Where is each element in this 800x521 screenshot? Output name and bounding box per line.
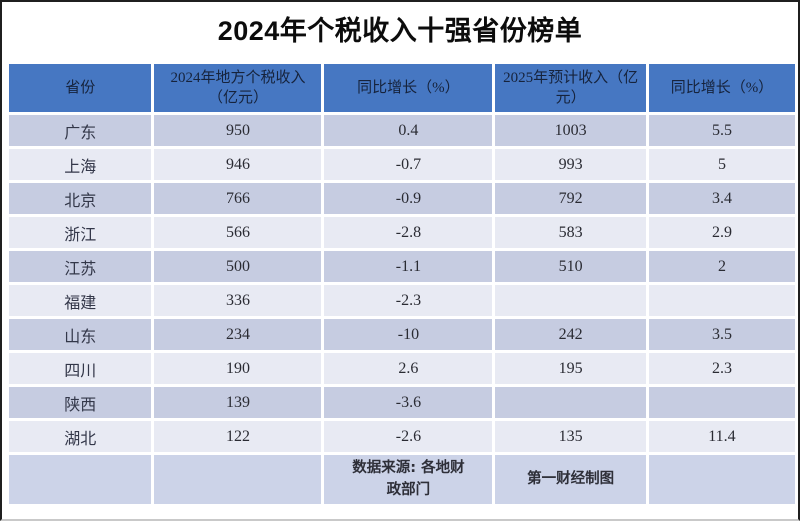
value-cell: 946 — [154, 149, 322, 180]
value-cell — [495, 285, 646, 316]
column-header: 2024年地方个税收入（亿元） — [154, 64, 322, 112]
value-cell: -2.3 — [324, 285, 493, 316]
province-cell: 江苏 — [9, 251, 152, 282]
value-cell: 195 — [495, 353, 646, 384]
credit-cell: 第一财经制图 — [495, 455, 646, 504]
value-cell: -2.6 — [324, 421, 493, 452]
table-foot: 数据来源: 各地财政部门 第一财经制图 — [9, 455, 795, 504]
value-cell: 792 — [495, 183, 646, 214]
province-cell: 湖北 — [9, 421, 152, 452]
source-note-cell: 数据来源: 各地财政部门 — [324, 455, 493, 504]
table-row: 广东 950 0.4 1003 5.5 — [9, 115, 795, 146]
value-cell: 139 — [154, 387, 322, 418]
value-cell: 122 — [154, 421, 322, 452]
empty-cell — [648, 455, 795, 504]
value-cell: 3.4 — [648, 183, 795, 214]
value-cell: 242 — [495, 319, 646, 350]
province-cell: 浙江 — [9, 217, 152, 248]
value-cell: 2.6 — [324, 353, 493, 384]
value-cell: -3.6 — [324, 387, 493, 418]
value-cell: 2.3 — [648, 353, 795, 384]
value-cell: -1.1 — [324, 251, 493, 282]
value-cell: -0.9 — [324, 183, 493, 214]
value-cell: 2.9 — [648, 217, 795, 248]
table-header-row: 省份 2024年地方个税收入（亿元） 同比增长（%） 2025年预计收入（亿元） 同比增… — [9, 64, 795, 112]
province-cell: 山东 — [9, 319, 152, 350]
province-cell: 广东 — [9, 115, 152, 146]
value-cell: 993 — [495, 149, 646, 180]
column-header: 2025年预计收入（亿元） — [495, 64, 646, 112]
value-cell — [648, 285, 795, 316]
province-cell: 福建 — [9, 285, 152, 316]
value-cell: 234 — [154, 319, 322, 350]
table-row: 四川 190 2.6 195 2.3 — [9, 353, 795, 384]
province-cell: 四川 — [9, 353, 152, 384]
province-cell: 上海 — [9, 149, 152, 180]
table-row: 浙江 566 -2.8 583 2.9 — [9, 217, 795, 248]
value-cell: 766 — [154, 183, 322, 214]
table-row: 山东 234 -10 242 3.5 — [9, 319, 795, 350]
value-cell: 566 — [154, 217, 322, 248]
value-cell: 336 — [154, 285, 322, 316]
column-header: 省份 — [9, 64, 152, 112]
value-cell: -2.8 — [324, 217, 493, 248]
page-title: 2024年个税收入十强省份榜单 — [217, 16, 583, 46]
table-body: 广东 950 0.4 1003 5.5 上海 946 -0.7 993 5 北京 766 -0.9 792… — [9, 115, 795, 452]
value-cell: 5 — [648, 149, 795, 180]
table-footer-row: 数据来源: 各地财政部门 第一财经制图 — [9, 455, 795, 504]
empty-cell — [9, 455, 152, 504]
table-head: 省份 2024年地方个税收入（亿元） 同比增长（%） 2025年预计收入（亿元） 同比增… — [9, 64, 795, 112]
value-cell: 1003 — [495, 115, 646, 146]
province-cell: 北京 — [9, 183, 152, 214]
value-cell: 11.4 — [648, 421, 795, 452]
value-cell: 135 — [495, 421, 646, 452]
value-cell: 190 — [154, 353, 322, 384]
value-cell: 500 — [154, 251, 322, 282]
value-cell: -10 — [324, 319, 493, 350]
table-row: 福建 336 -2.3 — [9, 285, 795, 316]
value-cell: 510 — [495, 251, 646, 282]
value-cell: 2 — [648, 251, 795, 282]
value-cell: 0.4 — [324, 115, 493, 146]
column-header: 同比增长（%） — [324, 64, 493, 112]
empty-cell — [154, 455, 322, 504]
table-row: 北京 766 -0.9 792 3.4 — [9, 183, 795, 214]
table-row: 江苏 500 -1.1 510 2 — [9, 251, 795, 282]
value-cell — [648, 387, 795, 418]
column-header: 同比增长（%） — [648, 64, 795, 112]
value-cell: 5.5 — [648, 115, 795, 146]
table-row: 陕西 139 -3.6 — [9, 387, 795, 418]
table-row: 上海 946 -0.7 993 5 — [9, 149, 795, 180]
value-cell: 950 — [154, 115, 322, 146]
province-cell: 陕西 — [9, 387, 152, 418]
value-cell: -0.7 — [324, 149, 493, 180]
value-cell — [495, 387, 646, 418]
value-cell: 3.5 — [648, 319, 795, 350]
tax-ranking-table: 省份 2024年地方个税收入（亿元） 同比增长（%） 2025年预计收入（亿元） 同比增… — [6, 61, 798, 507]
table-row: 湖北 122 -2.6 135 11.4 — [9, 421, 795, 452]
value-cell: 583 — [495, 217, 646, 248]
